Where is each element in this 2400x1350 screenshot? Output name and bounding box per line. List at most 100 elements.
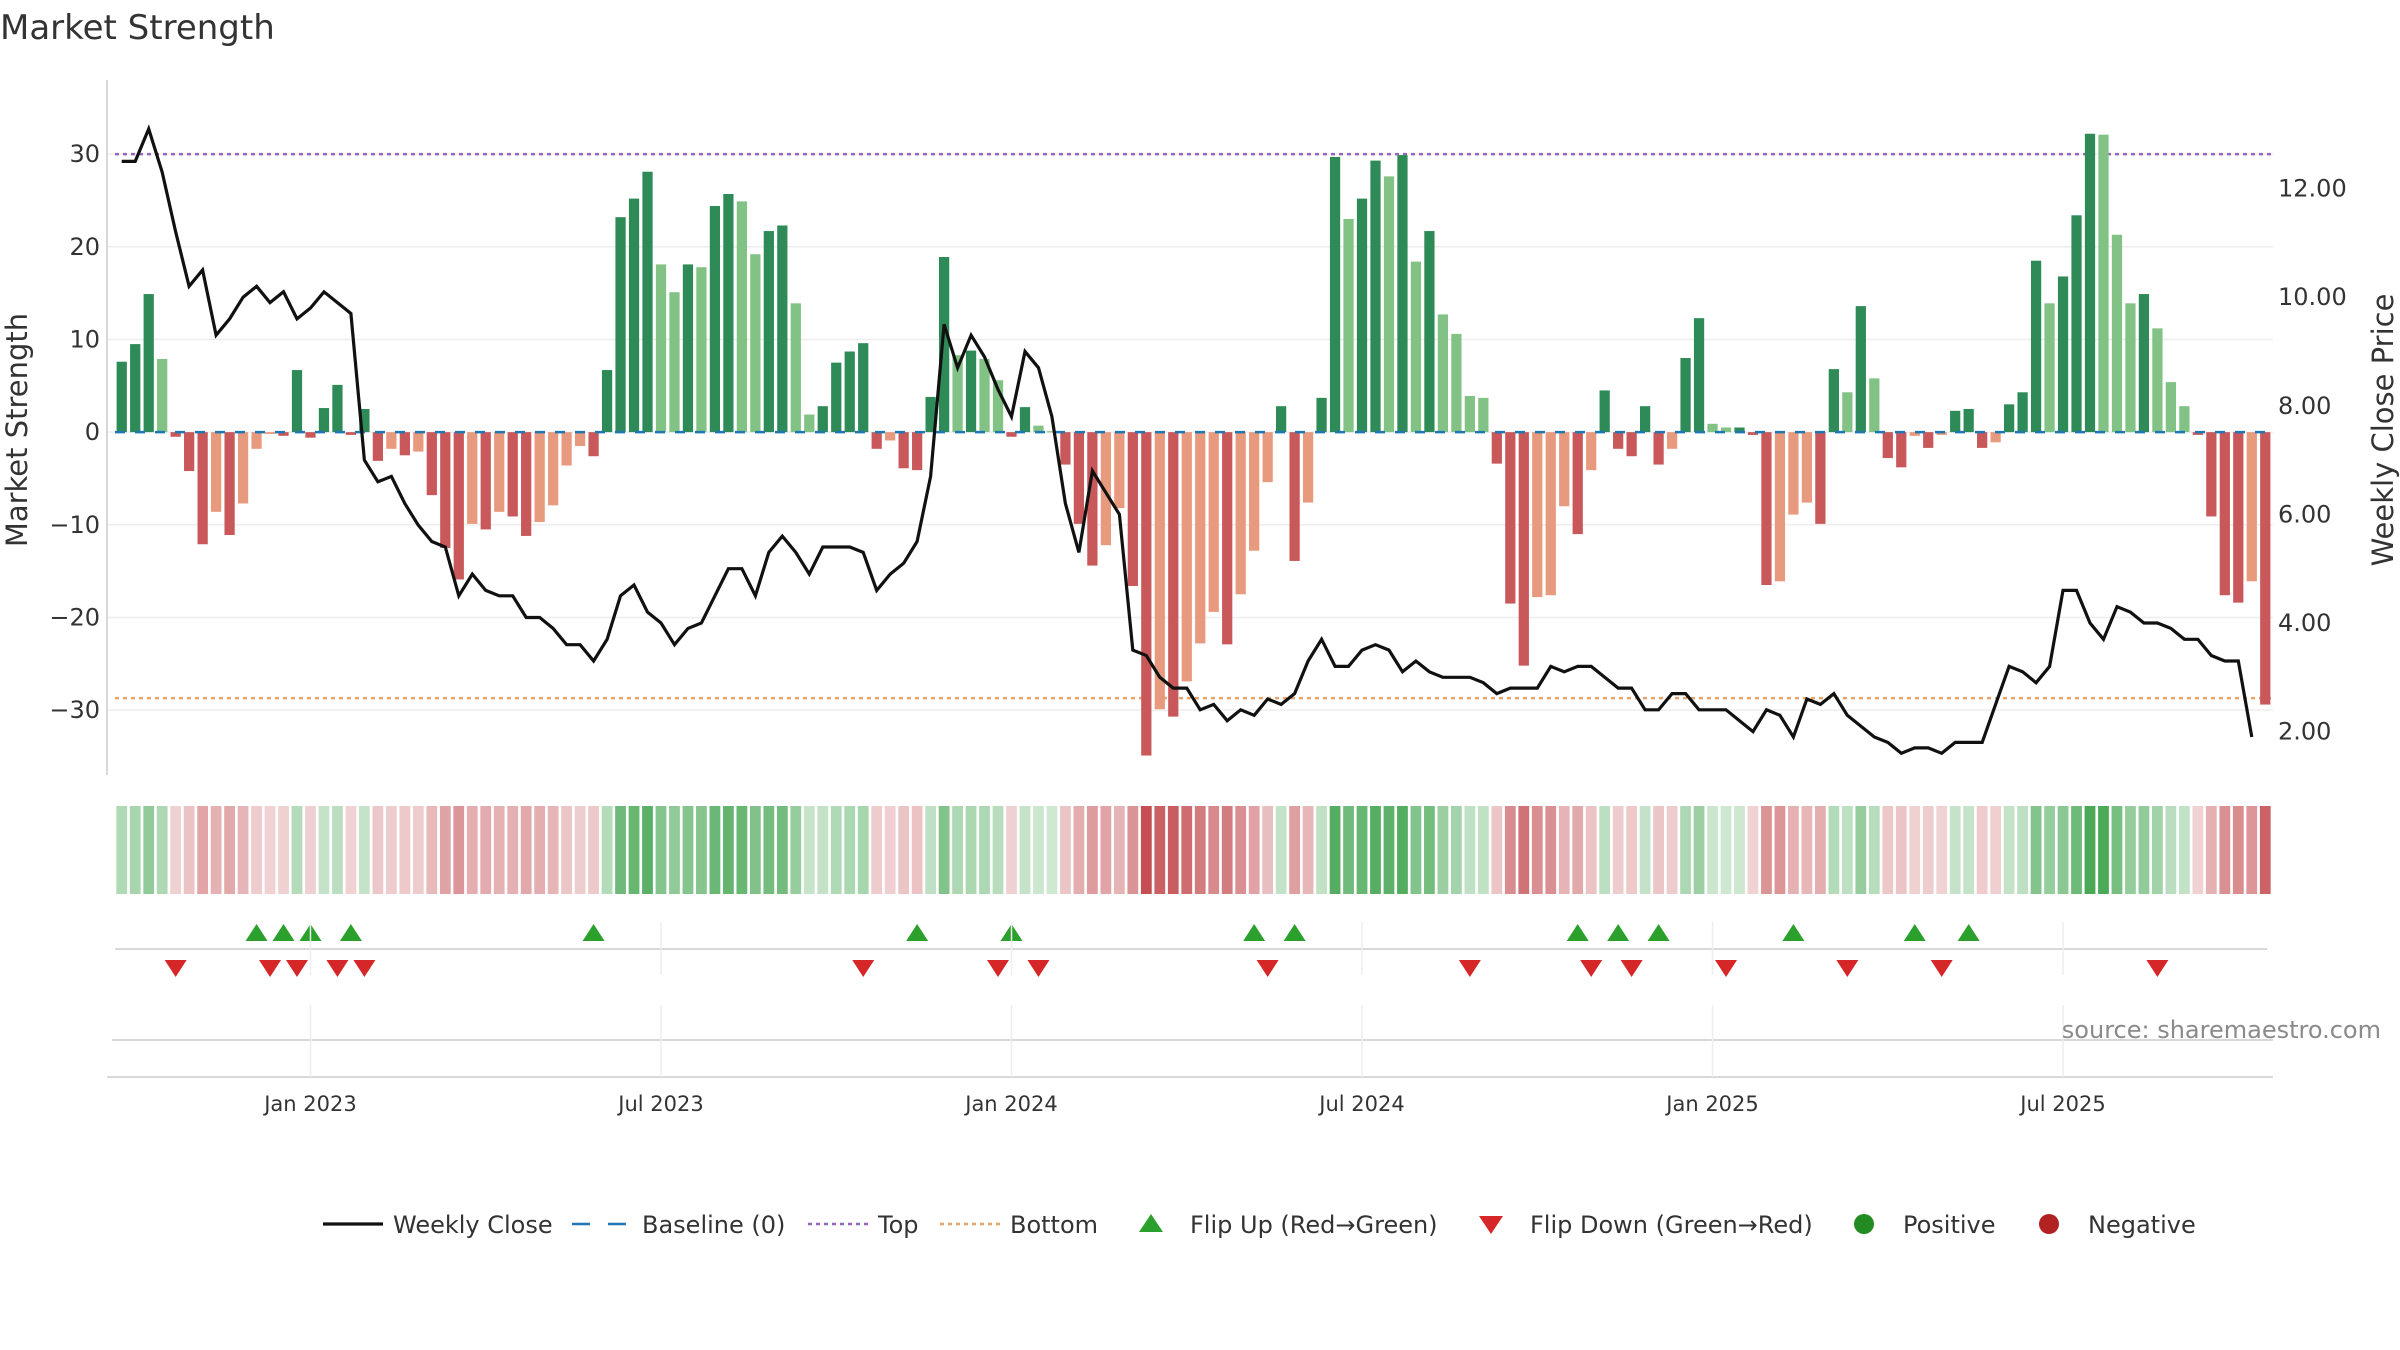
flip-up-marker xyxy=(1782,924,1805,941)
heat-cell xyxy=(2003,806,2015,894)
heat-cell xyxy=(291,806,303,894)
heat-cell xyxy=(224,806,235,894)
flip-up-marker xyxy=(1243,924,1266,941)
strength-bar xyxy=(790,303,801,433)
heat-cell xyxy=(1612,806,1624,894)
strength-bar xyxy=(898,432,909,469)
flip-down-marker xyxy=(852,960,875,977)
strength-bar xyxy=(1707,423,1718,433)
strength-bar xyxy=(2084,133,2096,433)
heat-cell xyxy=(1046,806,1058,894)
x-tick-label: Jul 2025 xyxy=(2018,1092,2105,1116)
strength-bar xyxy=(278,432,289,436)
strength-bar xyxy=(628,198,640,433)
strength-bar xyxy=(1626,432,1637,457)
heat-cell xyxy=(1060,806,1071,894)
heat-cell xyxy=(817,806,829,894)
heat-cell xyxy=(1720,806,1732,894)
heat-cell xyxy=(1073,806,1085,894)
heat-cell xyxy=(251,806,262,894)
strength-bar xyxy=(1343,219,1354,433)
heat-cell xyxy=(1383,806,1395,894)
heat-cell xyxy=(911,806,923,894)
flip-up-marker xyxy=(245,924,268,941)
strength-bar xyxy=(1383,176,1395,433)
heat-cell xyxy=(776,806,788,894)
x-tick-label: Jan 2023 xyxy=(262,1092,357,1116)
strength-bar xyxy=(130,344,141,433)
heat-cell xyxy=(1747,806,1759,894)
strength-bar xyxy=(682,264,694,433)
strength-bar xyxy=(1963,408,1974,433)
heat-cell xyxy=(1343,806,1354,894)
strength-bar xyxy=(1518,432,1529,666)
heat-cell xyxy=(574,806,586,894)
strength-bar xyxy=(1977,432,1988,448)
heat-cell xyxy=(938,806,950,894)
heat-cell xyxy=(2071,806,2082,894)
heat-cell xyxy=(507,806,519,894)
strength-bar xyxy=(1424,231,1435,433)
strength-bar xyxy=(2152,328,2163,433)
heat-cell xyxy=(588,806,599,894)
strength-bar xyxy=(938,256,950,433)
heat-cell xyxy=(1370,806,1381,894)
heat-cell xyxy=(803,806,815,894)
strength-bar xyxy=(2260,432,2271,705)
heat-cell xyxy=(1666,806,1678,894)
heat-cell xyxy=(952,806,963,894)
strength-bar xyxy=(157,358,168,433)
strength-bar xyxy=(1950,410,1961,433)
strength-bar xyxy=(1451,333,1462,433)
heat-cell xyxy=(723,806,734,894)
heat-cell xyxy=(1221,806,1233,894)
heat-cell xyxy=(2165,806,2177,894)
flip-up-marker xyxy=(1903,924,1926,941)
heat-cell xyxy=(1235,806,1247,894)
heat-cell xyxy=(2125,806,2136,894)
strength-bar xyxy=(521,432,532,536)
heat-cell xyxy=(749,806,761,894)
heat-cell xyxy=(628,806,640,894)
heat-cell xyxy=(1033,806,1044,894)
strength-bar xyxy=(1882,432,1893,459)
heat-cell xyxy=(385,806,397,894)
strength-bar xyxy=(305,432,316,438)
heat-cell xyxy=(1868,806,1880,894)
strength-bar xyxy=(1127,432,1138,586)
heat-cell xyxy=(1814,806,1826,894)
strength-bar xyxy=(467,432,478,524)
heat-cell xyxy=(2152,806,2163,894)
heat-cell xyxy=(871,806,883,894)
strength-bar xyxy=(992,380,1004,433)
heat-cell xyxy=(696,806,707,894)
heat-cell xyxy=(790,806,802,894)
heat-cell xyxy=(965,806,977,894)
y2-axis-label: Weekly Close Price xyxy=(2366,294,2400,567)
legend-swatch xyxy=(1854,1214,1874,1234)
strength-bar xyxy=(1087,432,1098,566)
strength-bar xyxy=(264,432,276,434)
heat-cell xyxy=(1491,806,1503,894)
strength-bar xyxy=(1788,432,1799,515)
strength-bar xyxy=(332,384,343,433)
heat-cell xyxy=(992,806,1004,894)
strength-bar xyxy=(1720,427,1732,433)
strength-bar xyxy=(1235,432,1246,595)
heat-cell xyxy=(1518,806,1530,894)
y2-tick-label: 12.00 xyxy=(2278,175,2347,203)
strength-bar xyxy=(979,358,990,433)
strength-bar xyxy=(1896,432,1907,468)
strength-bar xyxy=(1249,432,1260,551)
heat-cell xyxy=(1774,806,1786,894)
heat-cell xyxy=(372,806,384,894)
heat-cell xyxy=(561,806,573,894)
heat-cell xyxy=(2246,806,2258,894)
strength-bar xyxy=(1572,432,1583,535)
heat-cell xyxy=(1100,806,1112,894)
flip-down-marker xyxy=(987,960,1010,977)
heat-cell xyxy=(1316,806,1327,894)
strength-bar xyxy=(696,267,707,433)
strength-bar xyxy=(1586,432,1597,471)
reference-lines xyxy=(115,152,2272,700)
